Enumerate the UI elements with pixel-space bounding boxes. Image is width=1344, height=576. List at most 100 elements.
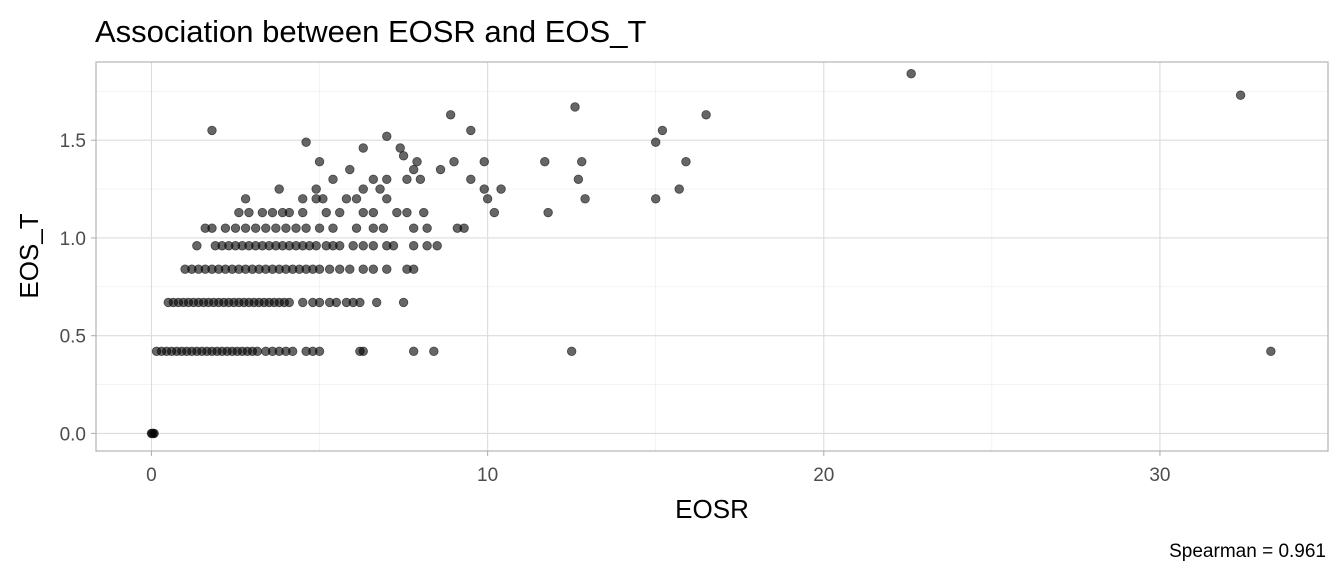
data-point <box>314 156 325 167</box>
data-point <box>408 241 419 251</box>
data-point <box>466 174 476 184</box>
data-point <box>432 241 442 251</box>
data-point <box>577 156 587 167</box>
data-point <box>466 125 476 136</box>
data-point <box>368 264 379 274</box>
data-point <box>341 194 352 204</box>
data-point <box>429 346 439 357</box>
data-point <box>351 194 362 204</box>
data-point <box>301 137 311 147</box>
data-point <box>412 156 422 167</box>
data-point <box>274 184 284 194</box>
x-tick-label: 0 <box>146 465 157 486</box>
data-point <box>701 110 711 120</box>
data-point <box>543 207 553 218</box>
data-point <box>368 207 379 218</box>
x-tick-labels: 0 10 20 30 <box>146 465 1170 486</box>
data-point <box>482 194 493 204</box>
data-point <box>281 223 291 233</box>
data-point <box>287 346 298 357</box>
data-point <box>314 264 325 274</box>
data-point <box>284 297 294 308</box>
data-point <box>311 241 321 251</box>
data-point <box>449 156 459 167</box>
data-point <box>378 223 389 233</box>
data-point <box>311 184 321 194</box>
data-point <box>252 346 263 357</box>
data-point <box>368 241 379 251</box>
data-point <box>402 207 412 218</box>
data-point <box>301 223 311 233</box>
x-tick-label: 10 <box>477 465 498 486</box>
data-point <box>479 156 489 167</box>
data-point <box>358 264 368 274</box>
y-tick-label: 0.0 <box>60 424 86 445</box>
data-point <box>479 184 489 194</box>
data-point <box>368 223 379 233</box>
x-axis-title: EOSR <box>675 494 749 524</box>
plot-panel <box>95 61 1329 452</box>
data-points <box>146 69 1276 439</box>
data-point <box>445 110 456 120</box>
data-point <box>650 137 661 147</box>
data-point <box>382 174 392 184</box>
data-point <box>358 143 368 153</box>
y-axis-title: EOS_T <box>14 213 44 298</box>
data-point <box>459 223 469 233</box>
data-point <box>408 164 419 175</box>
data-point <box>650 194 661 204</box>
data-point <box>318 194 328 204</box>
data-point <box>358 346 368 357</box>
data-point <box>540 156 550 167</box>
data-point <box>335 264 345 274</box>
data-point <box>408 346 419 357</box>
data-point <box>230 223 241 233</box>
data-point <box>375 184 385 194</box>
data-point <box>382 264 392 274</box>
data-point <box>489 207 500 218</box>
y-tick-label: 1.5 <box>60 131 86 152</box>
y-tick-label: 1.0 <box>60 229 86 250</box>
data-point <box>906 69 916 79</box>
data-point <box>573 174 584 184</box>
data-point <box>250 223 261 233</box>
data-point <box>415 174 426 184</box>
data-point <box>192 241 202 251</box>
data-point <box>284 207 294 218</box>
data-point <box>422 241 432 251</box>
data-point <box>335 207 345 218</box>
data-point <box>331 297 342 308</box>
y-tick-labels: 0.0 0.5 1.0 1.5 <box>60 131 86 445</box>
data-point <box>566 346 577 357</box>
data-point <box>207 125 217 136</box>
x-tick-label: 30 <box>1149 465 1170 486</box>
data-point <box>398 297 409 308</box>
data-point <box>1235 90 1246 100</box>
data-point <box>382 194 392 204</box>
data-point <box>657 125 668 136</box>
data-point <box>324 264 335 274</box>
data-point <box>402 174 412 184</box>
data-point <box>422 223 432 233</box>
data-point <box>355 297 365 308</box>
data-point <box>234 207 244 218</box>
data-point <box>348 241 358 251</box>
data-point <box>408 223 419 233</box>
data-point <box>674 184 684 194</box>
data-point <box>267 207 278 218</box>
data-point <box>328 223 338 233</box>
y-tick-label: 0.5 <box>60 327 86 348</box>
chart-title: Association between EOSR and EOS_T <box>95 14 646 49</box>
x-tick-label: 20 <box>813 465 834 486</box>
data-point <box>345 164 355 175</box>
data-point <box>358 207 368 218</box>
data-point <box>261 223 271 233</box>
data-point <box>496 184 506 194</box>
data-point <box>419 207 429 218</box>
data-point <box>345 264 355 274</box>
spearman-caption: Spearman = 0.961 <box>1169 541 1326 562</box>
data-point <box>240 223 251 233</box>
data-point <box>298 297 308 308</box>
data-point <box>368 174 379 184</box>
